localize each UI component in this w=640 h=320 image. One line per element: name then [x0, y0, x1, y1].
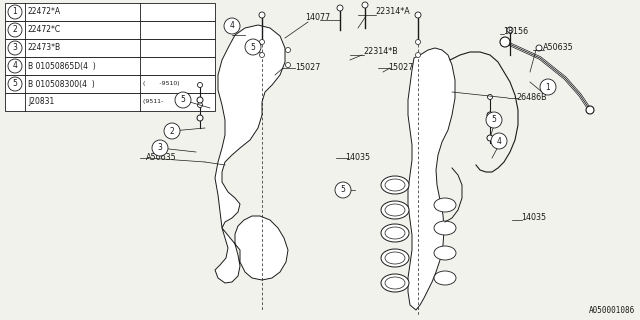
Circle shape — [487, 135, 493, 141]
Ellipse shape — [385, 179, 405, 191]
Circle shape — [337, 5, 343, 11]
Text: J20831: J20831 — [28, 98, 54, 107]
Circle shape — [259, 39, 264, 44]
Ellipse shape — [385, 252, 405, 264]
Bar — [5, 39, 215, 57]
Circle shape — [486, 112, 502, 128]
Text: 14035: 14035 — [521, 213, 546, 222]
Text: 2: 2 — [170, 126, 174, 135]
Circle shape — [362, 2, 368, 8]
Circle shape — [175, 92, 191, 108]
Circle shape — [536, 45, 542, 51]
Circle shape — [500, 37, 510, 47]
Circle shape — [488, 117, 493, 123]
Ellipse shape — [381, 249, 409, 267]
Circle shape — [224, 18, 240, 34]
Text: 1: 1 — [13, 7, 17, 17]
Text: 5: 5 — [251, 43, 255, 52]
Text: 22472*C: 22472*C — [28, 26, 61, 35]
Circle shape — [152, 140, 168, 156]
Polygon shape — [215, 25, 285, 228]
Ellipse shape — [385, 227, 405, 239]
Circle shape — [198, 83, 202, 87]
Circle shape — [415, 52, 420, 58]
Bar — [5, 21, 215, 39]
Text: A50635: A50635 — [543, 43, 573, 52]
Ellipse shape — [385, 277, 405, 289]
Text: 22473*B: 22473*B — [28, 44, 61, 52]
Text: A050001086: A050001086 — [589, 306, 635, 315]
Polygon shape — [408, 48, 455, 310]
Circle shape — [415, 12, 421, 18]
Text: 15027: 15027 — [295, 62, 321, 71]
Text: 2: 2 — [13, 26, 17, 35]
Circle shape — [8, 77, 22, 91]
Text: 5: 5 — [492, 116, 497, 124]
Ellipse shape — [385, 204, 405, 216]
Ellipse shape — [381, 224, 409, 242]
Circle shape — [507, 27, 513, 33]
Polygon shape — [215, 216, 288, 283]
Text: A50635: A50635 — [146, 154, 177, 163]
Circle shape — [285, 47, 291, 52]
Ellipse shape — [381, 201, 409, 219]
Text: (9511-        ): (9511- ) — [143, 100, 182, 105]
Circle shape — [245, 39, 261, 55]
Text: 22314*B: 22314*B — [363, 47, 397, 57]
Circle shape — [335, 182, 351, 198]
Text: B 010508300(4  ): B 010508300(4 ) — [28, 79, 95, 89]
Circle shape — [198, 102, 202, 108]
Circle shape — [285, 62, 291, 68]
Bar — [5, 93, 215, 111]
Ellipse shape — [381, 176, 409, 194]
Text: 4: 4 — [497, 137, 501, 146]
Text: 5: 5 — [180, 95, 186, 105]
Circle shape — [8, 23, 22, 37]
Circle shape — [197, 115, 203, 121]
Text: 4: 4 — [13, 61, 17, 70]
Circle shape — [491, 133, 507, 149]
Text: 22314*A: 22314*A — [375, 7, 410, 17]
Bar — [5, 57, 215, 75]
Circle shape — [164, 123, 180, 139]
Bar — [5, 3, 215, 21]
Text: 4: 4 — [230, 21, 234, 30]
Circle shape — [259, 12, 265, 18]
Ellipse shape — [434, 271, 456, 285]
Text: 5: 5 — [13, 79, 17, 89]
Text: 1: 1 — [546, 83, 550, 92]
Text: 14077: 14077 — [305, 13, 330, 22]
Circle shape — [488, 94, 493, 100]
Circle shape — [8, 41, 22, 55]
Text: 5: 5 — [340, 186, 346, 195]
Text: (       -9510): ( -9510) — [143, 82, 180, 86]
Text: 22472*A: 22472*A — [28, 7, 61, 17]
Text: 3: 3 — [13, 44, 17, 52]
Circle shape — [540, 79, 556, 95]
Text: 3: 3 — [157, 143, 163, 153]
Circle shape — [8, 5, 22, 19]
Text: 18156: 18156 — [503, 28, 528, 36]
Ellipse shape — [434, 198, 456, 212]
Bar — [5, 75, 215, 93]
Text: 26486B: 26486B — [516, 92, 547, 101]
Circle shape — [586, 106, 594, 114]
Circle shape — [259, 52, 264, 58]
Text: 15027: 15027 — [388, 62, 413, 71]
Ellipse shape — [434, 246, 456, 260]
Circle shape — [8, 59, 22, 73]
Ellipse shape — [381, 274, 409, 292]
Circle shape — [415, 39, 420, 44]
Ellipse shape — [434, 221, 456, 235]
Text: B 01050865D(4  ): B 01050865D(4 ) — [28, 61, 96, 70]
Circle shape — [487, 112, 493, 118]
Text: 14035: 14035 — [345, 153, 370, 162]
Circle shape — [197, 97, 203, 103]
